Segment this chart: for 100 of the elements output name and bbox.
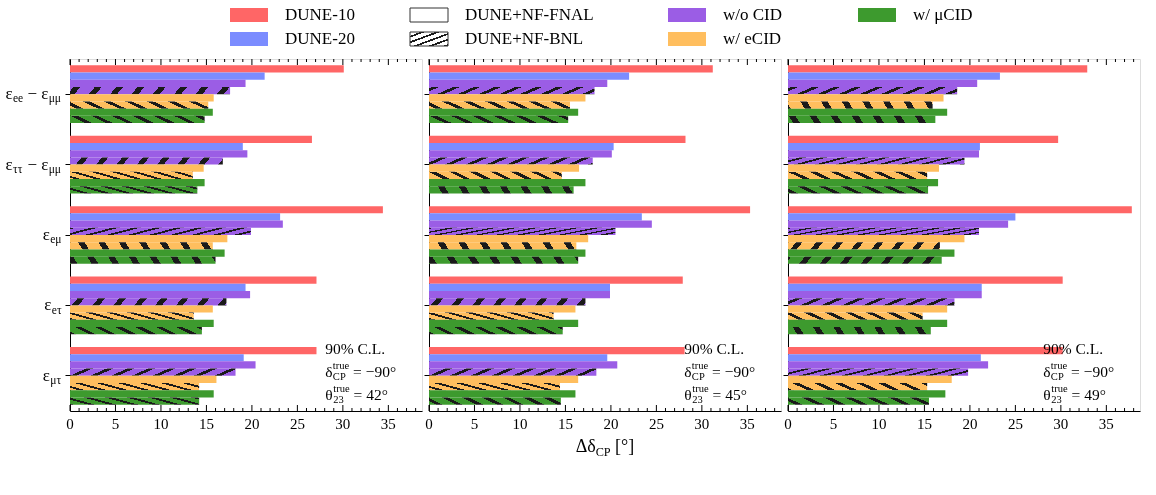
x-tick-label: 35 xyxy=(1098,416,1114,432)
bar xyxy=(429,354,608,362)
text: DUNE+NF-FNAL xyxy=(465,5,594,24)
bar xyxy=(429,86,595,95)
bar xyxy=(70,290,251,299)
bar xyxy=(788,312,923,320)
bar xyxy=(429,256,579,264)
bar xyxy=(70,249,225,257)
bar xyxy=(70,220,283,228)
bar xyxy=(429,242,577,250)
bar xyxy=(788,276,1063,284)
bar xyxy=(429,108,579,116)
bar xyxy=(429,383,560,391)
x-tick-label: 15 xyxy=(198,416,214,432)
bar xyxy=(429,65,713,73)
legend-label: DUNE-10 xyxy=(285,5,355,24)
bar xyxy=(429,157,593,165)
bar xyxy=(788,206,1132,214)
x-tick-label: 0 xyxy=(784,416,792,432)
bar xyxy=(429,115,569,124)
bar xyxy=(788,101,933,109)
bar xyxy=(788,283,982,291)
bar xyxy=(788,150,980,158)
bar xyxy=(429,142,614,151)
bar xyxy=(429,79,608,87)
x-tick-label: 25 xyxy=(648,416,664,432)
legend-label: w/ μCID xyxy=(913,5,973,24)
x-tick-label: 20 xyxy=(603,416,619,432)
bar xyxy=(429,179,586,187)
annotation: 90% C.L. xyxy=(325,340,386,357)
bar xyxy=(70,142,243,151)
bar xyxy=(429,319,579,328)
bar xyxy=(70,298,227,306)
bar xyxy=(70,227,251,235)
bar xyxy=(788,86,958,95)
bar xyxy=(70,375,217,384)
bar xyxy=(70,213,281,221)
x-tick-label: 5 xyxy=(829,416,838,432)
text: DUNE+NF-BNL xyxy=(465,29,584,48)
bar xyxy=(788,327,931,335)
x-tick-label: 20 xyxy=(244,416,260,432)
bar xyxy=(70,72,265,80)
bar xyxy=(788,135,1059,143)
x-tick-label: 5 xyxy=(111,416,120,432)
bar xyxy=(70,179,205,187)
bar xyxy=(70,235,228,243)
bar xyxy=(70,346,317,355)
bar xyxy=(429,235,589,243)
x-tick-label: 10 xyxy=(512,416,528,432)
bar xyxy=(70,283,246,291)
bar xyxy=(70,157,223,165)
bar xyxy=(788,397,929,405)
bar xyxy=(788,305,948,313)
bar xyxy=(70,397,200,405)
bar xyxy=(429,220,652,228)
bar xyxy=(788,290,982,299)
bar xyxy=(788,186,929,194)
bar xyxy=(788,235,965,243)
bar xyxy=(70,206,383,214)
x-tick-label: 15 xyxy=(916,416,932,432)
bar xyxy=(429,397,561,405)
bar xyxy=(429,206,751,214)
bar xyxy=(788,227,980,235)
bar xyxy=(429,305,576,313)
bar xyxy=(788,256,942,264)
bar xyxy=(70,101,209,109)
bar xyxy=(429,101,570,109)
bar xyxy=(70,361,256,369)
bar xyxy=(788,354,981,362)
bar xyxy=(788,79,978,87)
bar xyxy=(429,135,686,143)
bar xyxy=(788,108,948,116)
x-tick-label: 35 xyxy=(380,416,396,432)
bar xyxy=(429,361,618,369)
bar xyxy=(429,150,612,158)
x-tick-label: 5 xyxy=(470,416,479,432)
x-tick-label: 25 xyxy=(289,416,305,432)
bar xyxy=(70,390,214,398)
bar xyxy=(70,171,193,180)
bar xyxy=(429,346,685,355)
bar xyxy=(788,213,1016,221)
bar xyxy=(429,327,563,335)
bar xyxy=(70,305,213,313)
bar xyxy=(788,383,928,391)
legend-label: w/ eCID xyxy=(723,29,782,48)
bar xyxy=(70,65,344,73)
bar xyxy=(429,94,586,102)
bar xyxy=(429,298,586,306)
bar xyxy=(429,186,574,194)
x-tick-label: 25 xyxy=(1007,416,1023,432)
bar xyxy=(788,361,989,369)
x-tick-label: 30 xyxy=(1053,416,1069,432)
bar xyxy=(70,354,244,362)
bar xyxy=(429,276,683,284)
bar xyxy=(429,290,610,299)
bar xyxy=(70,164,204,172)
bar xyxy=(788,94,944,102)
annotation: 90% C.L. xyxy=(684,340,745,357)
bar xyxy=(70,256,216,264)
bar xyxy=(429,283,610,291)
